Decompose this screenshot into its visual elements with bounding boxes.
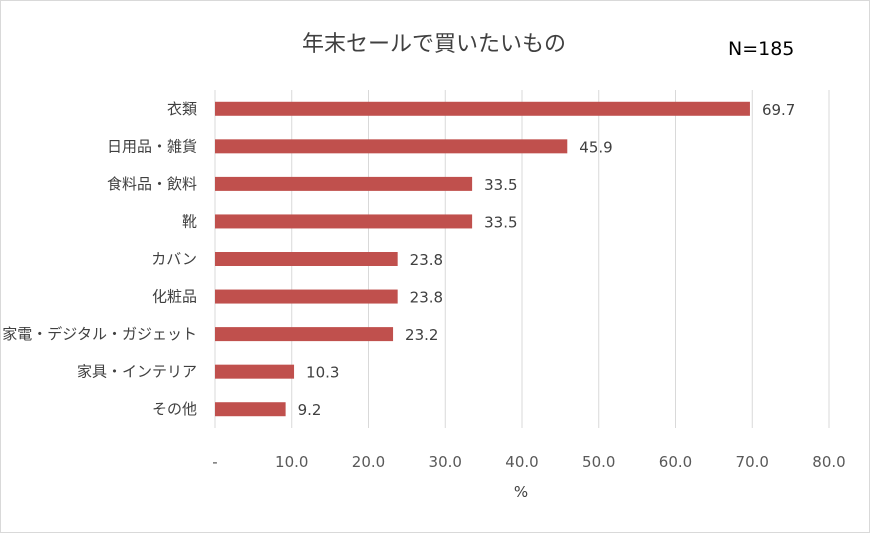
sample-size-label: N=185	[728, 38, 795, 60]
data-label: 33.5	[484, 176, 517, 194]
x-tick-label: 20.0	[352, 453, 385, 471]
bar	[215, 176, 473, 191]
x-tick-label: 30.0	[429, 453, 462, 471]
data-label: 23.8	[410, 289, 443, 307]
data-labels: 69.7 45.9 33.5 33.5 23.8 23.8 23.2 10.3 9.2	[298, 101, 796, 419]
data-label: 23.2	[405, 326, 438, 344]
bar	[215, 101, 750, 116]
bar	[215, 289, 398, 304]
x-tick-label: 10.0	[275, 453, 308, 471]
bar	[215, 214, 473, 229]
data-label: 33.5	[484, 213, 517, 231]
x-tick-label: 70.0	[736, 453, 769, 471]
bars	[215, 101, 750, 417]
bar	[215, 327, 394, 342]
x-tick-label: 80.0	[812, 453, 845, 471]
bar	[215, 252, 398, 266]
data-label: 69.7	[762, 101, 795, 119]
category-label: 家電・デジタル・ガジェット	[2, 325, 197, 343]
x-axis-ticks: - 10.0 20.0 30.0 40.0 50.0 60.0 70.0 80.0	[212, 453, 845, 471]
category-label: 日用品・雑貨	[107, 137, 197, 155]
category-labels: 衣類日用品・雑貨食料品・飲料靴カバン化粧品家電・デジタル・ガジェット家具・インテ…	[2, 100, 197, 418]
x-axis-label: %	[514, 483, 528, 501]
category-label: カバン	[151, 250, 197, 268]
category-label: その他	[152, 400, 197, 418]
category-label: 靴	[182, 212, 197, 230]
x-tick-label: -	[212, 453, 217, 471]
x-tick-label: 50.0	[582, 453, 615, 471]
category-label: 家具・インテリア	[77, 363, 197, 381]
bar	[215, 364, 295, 379]
bar	[215, 139, 568, 154]
data-label: 23.8	[410, 251, 443, 269]
data-label: 10.3	[306, 364, 339, 382]
category-label: 食料品・飲料	[107, 175, 197, 193]
data-label: 45.9	[579, 138, 612, 156]
category-label: 衣類	[167, 100, 197, 118]
x-tick-label: 40.0	[505, 453, 538, 471]
x-tick-label: 60.0	[659, 453, 692, 471]
chart-title: 年末セールで買いたいもの	[301, 32, 566, 57]
category-label: 化粧品	[152, 288, 197, 306]
data-label: 9.2	[298, 401, 322, 419]
bar	[215, 402, 286, 417]
